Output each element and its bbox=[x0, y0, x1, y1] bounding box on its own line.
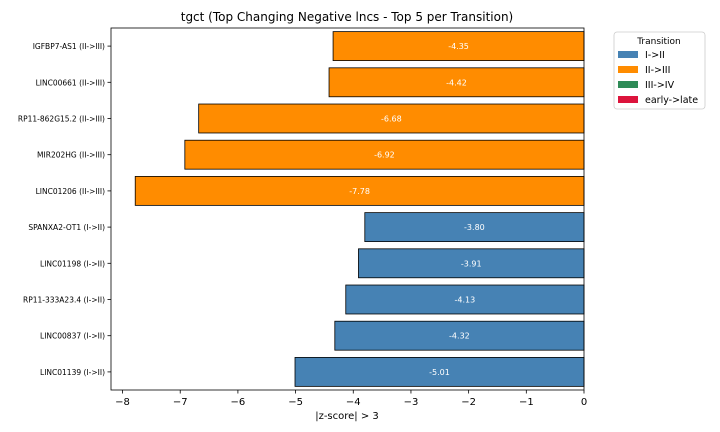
x-tick-label: −1 bbox=[519, 397, 534, 408]
bar bbox=[345, 284, 585, 315]
bar bbox=[328, 67, 585, 98]
legend-swatch bbox=[618, 81, 638, 88]
y-tick-label: LINC01206 (II->III) bbox=[36, 187, 105, 196]
x-tick-label: −6 bbox=[231, 397, 246, 408]
y-tick-label: IGFBP7-AS1 (II->III) bbox=[33, 42, 105, 51]
legend-entry-label: II->III bbox=[645, 65, 670, 76]
x-tick-label: −5 bbox=[288, 397, 303, 408]
bar-value-label: -5.01 bbox=[429, 368, 450, 377]
bar bbox=[134, 176, 585, 206]
bar bbox=[358, 248, 585, 279]
bar-value-label: -4.13 bbox=[455, 296, 476, 305]
x-tick-label: −2 bbox=[461, 397, 476, 408]
x-tick-label: 0 bbox=[581, 397, 587, 408]
y-tick-label: SPANXA2-OT1 (I->II) bbox=[28, 223, 105, 232]
legend-swatch bbox=[618, 96, 638, 103]
legend-entry-label: III->IV bbox=[645, 80, 675, 91]
y-tick-label: LINC00837 (I->II) bbox=[40, 332, 105, 341]
y-tick-label: LINC01198 (I->II) bbox=[40, 259, 105, 268]
bar bbox=[294, 357, 585, 387]
x-tick-label: −3 bbox=[404, 397, 419, 408]
x-tick-label: −7 bbox=[173, 397, 188, 408]
x-axis-label: |z-score| > 3 bbox=[315, 411, 379, 422]
bar bbox=[184, 139, 585, 170]
legend: Transition I->II II->III III->IV early->lat… bbox=[613, 31, 706, 110]
x-tick-label: −4 bbox=[346, 397, 361, 408]
legend-swatch bbox=[618, 51, 638, 58]
bar bbox=[364, 212, 585, 242]
bar-value-label: -3.80 bbox=[464, 223, 485, 232]
bar bbox=[334, 320, 585, 351]
y-tick-label: RP11-862G15.2 (II->III) bbox=[18, 115, 105, 124]
bar bbox=[332, 31, 585, 61]
bar-value-label: -4.35 bbox=[448, 42, 469, 51]
legend-swatch bbox=[618, 66, 638, 73]
bar-value-label: -3.91 bbox=[461, 259, 482, 268]
bar-value-label: -6.68 bbox=[381, 115, 402, 124]
plot-area: -4.35 -4.42 -6.68 -6.92 -7.78 -3.80 -3.91 -4.13… bbox=[134, 31, 585, 387]
y-tick-label: LINC00661 (II->III) bbox=[36, 78, 105, 87]
legend-entry-label: I->II bbox=[645, 50, 665, 61]
legend-title: Transition bbox=[636, 37, 681, 47]
y-tick-label: MIR202HG (II->III) bbox=[37, 151, 105, 160]
x-tick-label: −8 bbox=[115, 397, 130, 408]
bar-value-label: -4.42 bbox=[446, 78, 467, 87]
bar-value-label: -4.32 bbox=[449, 332, 470, 341]
plot-frame bbox=[110, 27, 585, 391]
bar-value-label: -7.78 bbox=[349, 187, 370, 196]
chart-title: tgct (Top Changing Negative lncs - Top 5… bbox=[181, 10, 514, 24]
bar bbox=[198, 103, 585, 134]
legend-entry-label: early->late bbox=[645, 95, 698, 106]
bar-value-label: -6.92 bbox=[374, 151, 395, 160]
y-axis: IGFBP7-AS1 (II->III) LINC00661 (II->III) R… bbox=[18, 42, 111, 377]
y-tick-label: RP11-333A23.4 (I->II) bbox=[23, 296, 105, 305]
y-tick-label: LINC01139 (I->II) bbox=[40, 368, 105, 377]
x-axis: −8 −7 −6 −5 −4 −3 −2 −1 0 bbox=[115, 390, 587, 408]
